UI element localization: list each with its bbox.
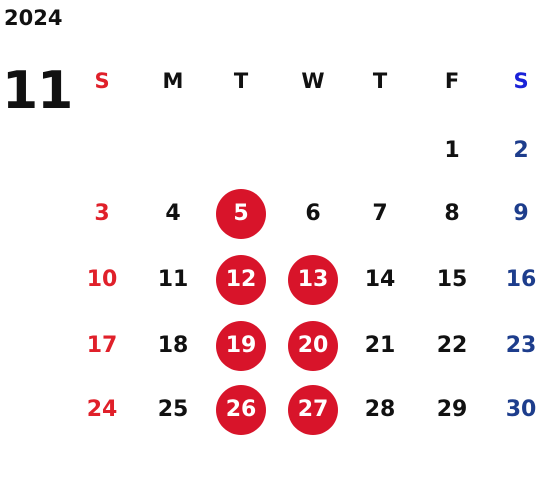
day-number: 2 [513, 138, 529, 163]
day-number: 14 [364, 267, 396, 292]
day-number: 17 [86, 333, 118, 358]
day-cell[interactable]: 14 [352, 252, 408, 308]
day-cell[interactable]: 21 [352, 318, 408, 374]
weekday-header: M [162, 68, 184, 93]
day-cell-highlighted[interactable]: 13 [285, 252, 341, 308]
year-label: 2024 [4, 6, 63, 30]
weekday-header: F [444, 68, 460, 93]
day-number: 19 [225, 333, 257, 358]
day-number: 8 [444, 201, 460, 226]
day-cell-highlighted[interactable]: 19 [213, 318, 269, 374]
weekday-header: W [301, 68, 325, 93]
day-cell-highlighted[interactable]: 5 [213, 186, 269, 242]
day-number: 15 [436, 267, 468, 292]
day-number: 26 [225, 397, 257, 422]
day-number: 29 [436, 397, 468, 422]
day-cell[interactable]: 30 [493, 382, 548, 438]
day-cell-highlighted[interactable]: 26 [213, 382, 269, 438]
day-number: 22 [436, 333, 468, 358]
day-cell[interactable]: 6 [285, 186, 341, 242]
day-cell[interactable]: 1 [424, 123, 480, 179]
day-cell[interactable]: 3 [74, 186, 130, 242]
day-cell[interactable]: 11 [145, 252, 201, 308]
day-cell[interactable]: 18 [145, 318, 201, 374]
day-number: 28 [364, 397, 396, 422]
weekday-header: T [233, 68, 249, 93]
day-number: 12 [225, 267, 257, 292]
day-cell[interactable]: 4 [145, 186, 201, 242]
day-cell[interactable]: 9 [493, 186, 548, 242]
day-cell[interactable]: 17 [74, 318, 130, 374]
day-number: 27 [297, 397, 329, 422]
day-number: 6 [305, 201, 321, 226]
day-cell-highlighted[interactable]: 27 [285, 382, 341, 438]
day-number: 10 [86, 267, 118, 292]
day-number: 5 [233, 201, 249, 226]
day-cell[interactable]: 24 [74, 382, 130, 438]
day-number: 21 [364, 333, 396, 358]
day-number: 1 [444, 138, 460, 163]
day-cell[interactable]: 7 [352, 186, 408, 242]
day-cell[interactable]: 15 [424, 252, 480, 308]
month-label: 11 [2, 61, 73, 121]
day-number: 3 [94, 201, 110, 226]
day-cell-highlighted[interactable]: 20 [285, 318, 341, 374]
day-number: 9 [513, 201, 529, 226]
day-number: 18 [157, 333, 189, 358]
day-number: 23 [505, 333, 537, 358]
day-number: 16 [505, 267, 537, 292]
weekday-header: T [372, 68, 388, 93]
day-number: 25 [157, 397, 189, 422]
day-cell-highlighted[interactable]: 12 [213, 252, 269, 308]
day-number: 7 [372, 201, 388, 226]
day-cell[interactable]: 22 [424, 318, 480, 374]
day-cell[interactable]: 23 [493, 318, 548, 374]
day-number: 13 [297, 267, 329, 292]
day-cell[interactable]: 10 [74, 252, 130, 308]
weekday-header: S [513, 68, 529, 93]
day-cell[interactable]: 2 [493, 123, 548, 179]
day-number: 30 [505, 397, 537, 422]
day-cell[interactable]: 25 [145, 382, 201, 438]
day-number: 20 [297, 333, 329, 358]
day-cell[interactable]: 8 [424, 186, 480, 242]
day-number: 4 [165, 201, 181, 226]
day-cell[interactable]: 28 [352, 382, 408, 438]
day-cell[interactable]: 16 [493, 252, 548, 308]
day-number: 11 [157, 267, 189, 292]
day-number: 24 [86, 397, 118, 422]
weekday-header: S [94, 68, 110, 93]
day-cell[interactable]: 29 [424, 382, 480, 438]
